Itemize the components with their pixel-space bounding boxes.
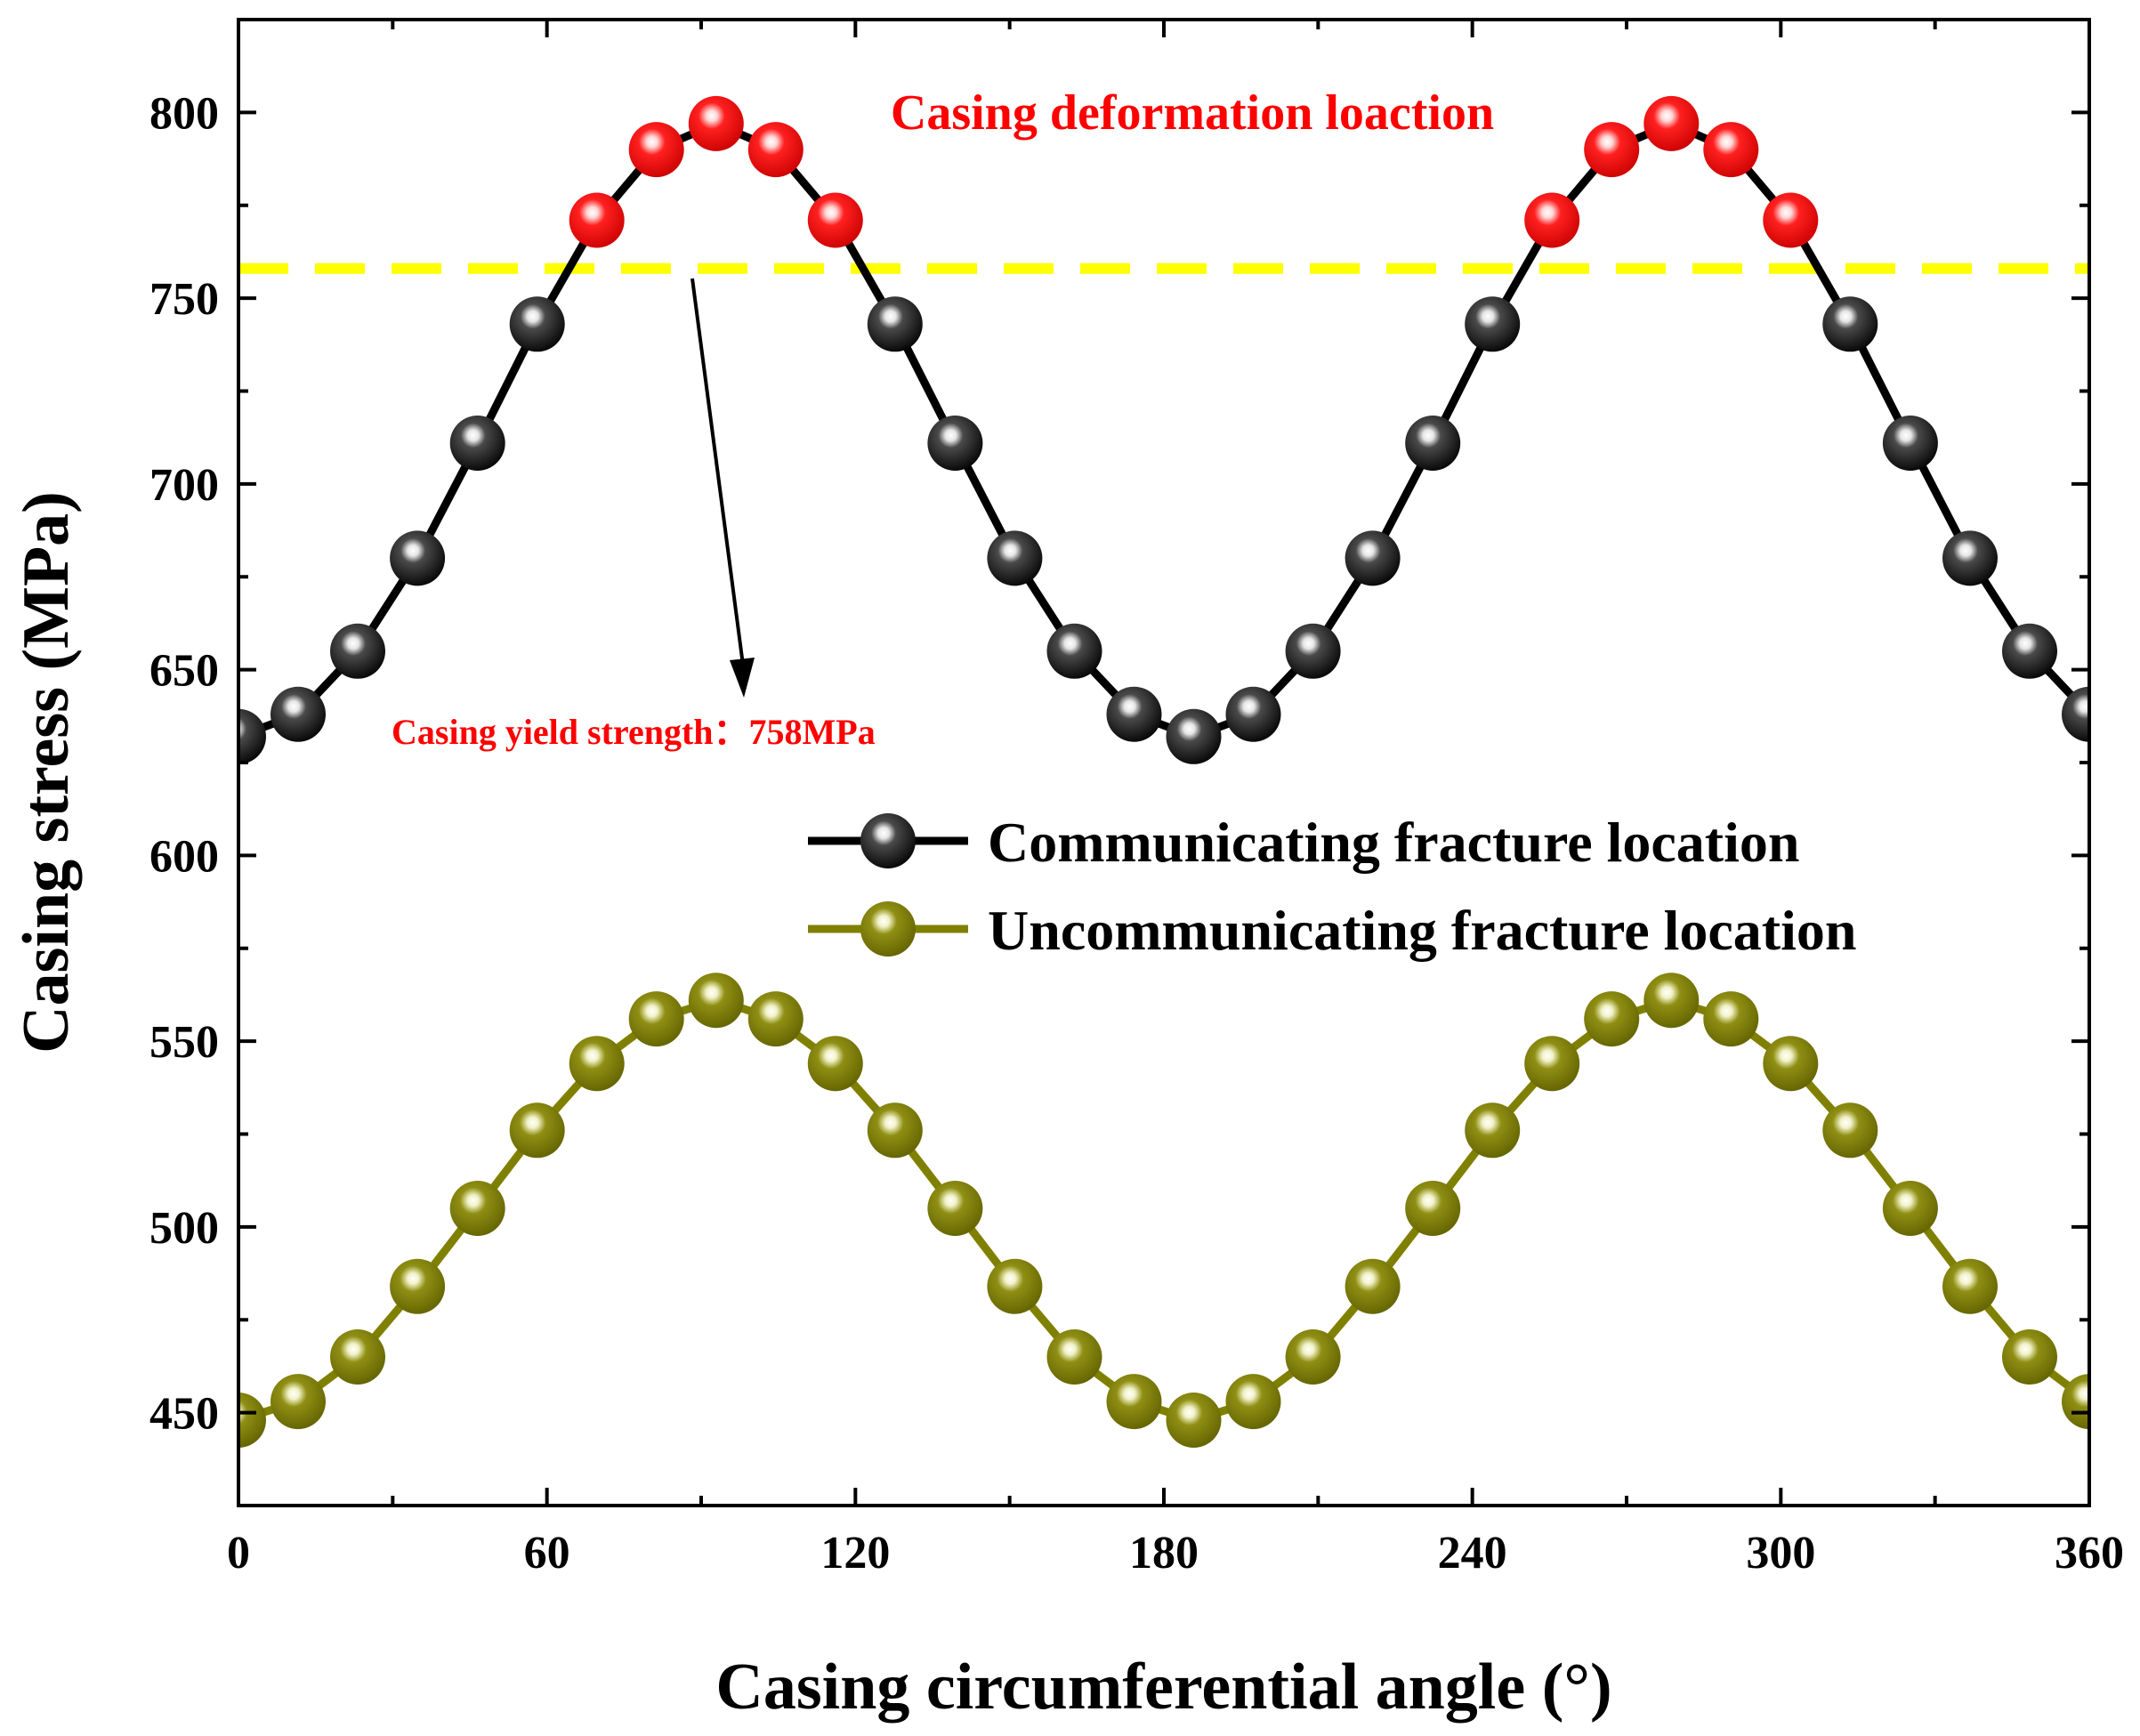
uncommunicating-point-13 bbox=[987, 1258, 1043, 1314]
legend-marker-uncommunicating bbox=[860, 901, 916, 957]
uncommunicating-point-20 bbox=[1405, 1181, 1461, 1236]
uncommunicating-point-22 bbox=[1524, 1036, 1580, 1092]
uncommunicating-point-23 bbox=[1584, 991, 1640, 1047]
x-axis-title: Casing circumferential angle (°) bbox=[715, 1651, 1611, 1724]
uncommunicating-point-7 bbox=[628, 991, 684, 1047]
uncommunicating-point-11 bbox=[867, 1102, 923, 1159]
deformation-annotation: Casing deformation loaction bbox=[891, 85, 1494, 141]
communicating-point-19 bbox=[1345, 530, 1401, 586]
y-tick-label: 450 bbox=[149, 1389, 219, 1440]
uncommunicating-point-30 bbox=[2002, 1329, 2057, 1385]
uncommunicating-point-25 bbox=[1703, 991, 1759, 1047]
yield-annotation: Casing yield strength：758MPa bbox=[392, 712, 876, 752]
uncommunicating-point-3 bbox=[390, 1258, 446, 1314]
uncommunicating-point-15 bbox=[1106, 1374, 1162, 1430]
legend-marker-communicating bbox=[860, 813, 916, 868]
communicating-point-15 bbox=[1106, 686, 1162, 742]
series-markers-layer bbox=[238, 95, 2089, 1448]
communicating-point-1 bbox=[271, 686, 326, 742]
uncommunicating-point-5 bbox=[509, 1102, 565, 1159]
y-tick-label: 500 bbox=[149, 1203, 219, 1254]
uncommunicating-point-21 bbox=[1465, 1102, 1521, 1159]
uncommunicating-point-16 bbox=[1166, 1393, 1222, 1448]
communicating-point-16 bbox=[1166, 708, 1222, 764]
uncommunicating-point-27 bbox=[1822, 1102, 1878, 1159]
uncommunicating-point-26 bbox=[1763, 1036, 1819, 1092]
y-tick-label: 700 bbox=[149, 460, 219, 511]
communicating-point-24 bbox=[1643, 95, 1700, 151]
communicating-point-27 bbox=[1822, 296, 1878, 352]
uncommunicating-point-4 bbox=[449, 1181, 505, 1236]
y-tick-label: 550 bbox=[149, 1017, 219, 1068]
uncommunicating-point-29 bbox=[1942, 1258, 1998, 1314]
uncommunicating-point-0 bbox=[238, 1393, 266, 1448]
communicating-point-7 bbox=[628, 122, 684, 178]
uncommunicating-point-6 bbox=[569, 1036, 625, 1092]
legend-label-communicating: Communicating fracture location bbox=[988, 811, 1799, 874]
communicating-point-0 bbox=[238, 708, 266, 764]
y-axis-title: Casing stress (MPa) bbox=[10, 491, 83, 1054]
communicating-point-12 bbox=[927, 416, 983, 471]
uncommunicating-point-12 bbox=[927, 1181, 983, 1236]
communicating-point-9 bbox=[747, 122, 804, 178]
communicating-point-20 bbox=[1405, 416, 1461, 471]
uncommunicating-point-1 bbox=[271, 1374, 326, 1430]
communicating-point-21 bbox=[1465, 296, 1521, 352]
communicating-point-29 bbox=[1942, 530, 1998, 586]
communicating-point-3 bbox=[390, 530, 446, 586]
x-tick-label: 240 bbox=[1438, 1528, 1507, 1579]
communicating-point-2 bbox=[330, 623, 385, 679]
communicating-point-22 bbox=[1524, 192, 1580, 248]
uncommunicating-point-10 bbox=[807, 1036, 863, 1092]
x-tick-label: 0 bbox=[227, 1528, 250, 1579]
communicating-point-30 bbox=[2002, 623, 2057, 679]
uncommunicating-point-14 bbox=[1046, 1329, 1102, 1385]
y-tick-label: 650 bbox=[149, 646, 219, 697]
x-tick-label: 360 bbox=[2055, 1528, 2124, 1579]
communicating-point-26 bbox=[1763, 192, 1819, 248]
legend-label-uncommunicating: Uncommunicating fracture location bbox=[988, 899, 1856, 962]
x-tick-label: 60 bbox=[524, 1528, 570, 1579]
yield-arrow-head bbox=[730, 658, 755, 698]
uncommunicating-point-8 bbox=[688, 973, 744, 1029]
communicating-point-18 bbox=[1285, 623, 1341, 679]
communicating-point-25 bbox=[1703, 122, 1759, 178]
communicating-point-17 bbox=[1225, 686, 1281, 742]
communicating-point-23 bbox=[1584, 122, 1640, 178]
plot-frame bbox=[237, 18, 2091, 1507]
uncommunicating-point-2 bbox=[330, 1329, 385, 1385]
y-tick-label: 750 bbox=[149, 274, 219, 325]
legend: Communicating fracture location Uncommun… bbox=[808, 811, 1856, 962]
uncommunicating-point-18 bbox=[1285, 1329, 1341, 1385]
communicating-point-10 bbox=[807, 192, 863, 248]
communicating-point-4 bbox=[449, 416, 505, 471]
uncommunicating-point-9 bbox=[747, 991, 804, 1047]
x-tick-label: 300 bbox=[1746, 1528, 1815, 1579]
communicating-point-11 bbox=[867, 296, 923, 352]
communicating-point-13 bbox=[987, 530, 1043, 586]
uncommunicating-point-28 bbox=[1882, 1181, 1938, 1236]
communicating-point-31 bbox=[2062, 686, 2089, 742]
x-tick-label: 180 bbox=[1129, 1528, 1199, 1579]
communicating-point-6 bbox=[569, 192, 625, 248]
communicating-point-8 bbox=[688, 95, 744, 151]
uncommunicating-point-24 bbox=[1643, 973, 1700, 1029]
communicating-point-28 bbox=[1882, 416, 1938, 471]
y-tick-label: 600 bbox=[149, 831, 219, 882]
uncommunicating-point-19 bbox=[1345, 1258, 1401, 1314]
communicating-point-5 bbox=[509, 296, 565, 352]
communicating-point-14 bbox=[1046, 623, 1102, 679]
uncommunicating-point-31 bbox=[2062, 1374, 2089, 1430]
yield-arrow-line bbox=[690, 278, 746, 673]
axes-layer: 0 60 120 180 240 300 360 450 500 550 600 650 700 750 8… bbox=[149, 20, 2124, 1579]
uncommunicating-point-17 bbox=[1225, 1374, 1281, 1430]
y-tick-label: 800 bbox=[149, 88, 219, 139]
x-tick-label: 120 bbox=[820, 1528, 890, 1579]
